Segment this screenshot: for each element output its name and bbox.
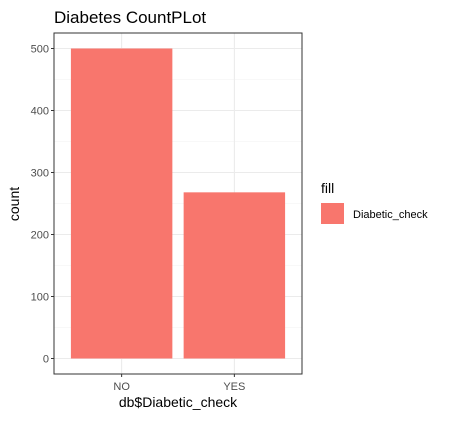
y-tick-label: 100 [31, 292, 49, 304]
chart-title: Diabetes CountPLot [54, 8, 206, 27]
bars [70, 48, 286, 359]
plot-panel-border [53, 32, 303, 375]
y-tick-label: 400 [31, 106, 49, 118]
y-tick-label: 500 [31, 44, 49, 56]
x-axis-label: db$Diabetic_check [119, 394, 238, 410]
y-tick-label: 0 [43, 354, 49, 366]
legend-title: fill [321, 180, 334, 196]
y-axis: 0 100 200 300 400 500 [31, 44, 54, 366]
legend: fill Diabetic_check [321, 180, 428, 224]
legend-key [321, 203, 344, 224]
bar-yes [183, 192, 286, 359]
y-tick-label: 300 [31, 168, 49, 180]
legend-entry-label: Diabetic_check [353, 209, 428, 221]
x-tick-label: NO [113, 381, 130, 393]
x-tick-label: YES [223, 381, 245, 393]
y-tick-label: 200 [31, 230, 49, 242]
legend-entries: Diabetic_check [321, 203, 428, 224]
plot-panel [53, 32, 303, 375]
y-axis-label: count [6, 187, 22, 221]
bar-no [70, 48, 173, 359]
x-axis: NO YES [113, 374, 245, 393]
